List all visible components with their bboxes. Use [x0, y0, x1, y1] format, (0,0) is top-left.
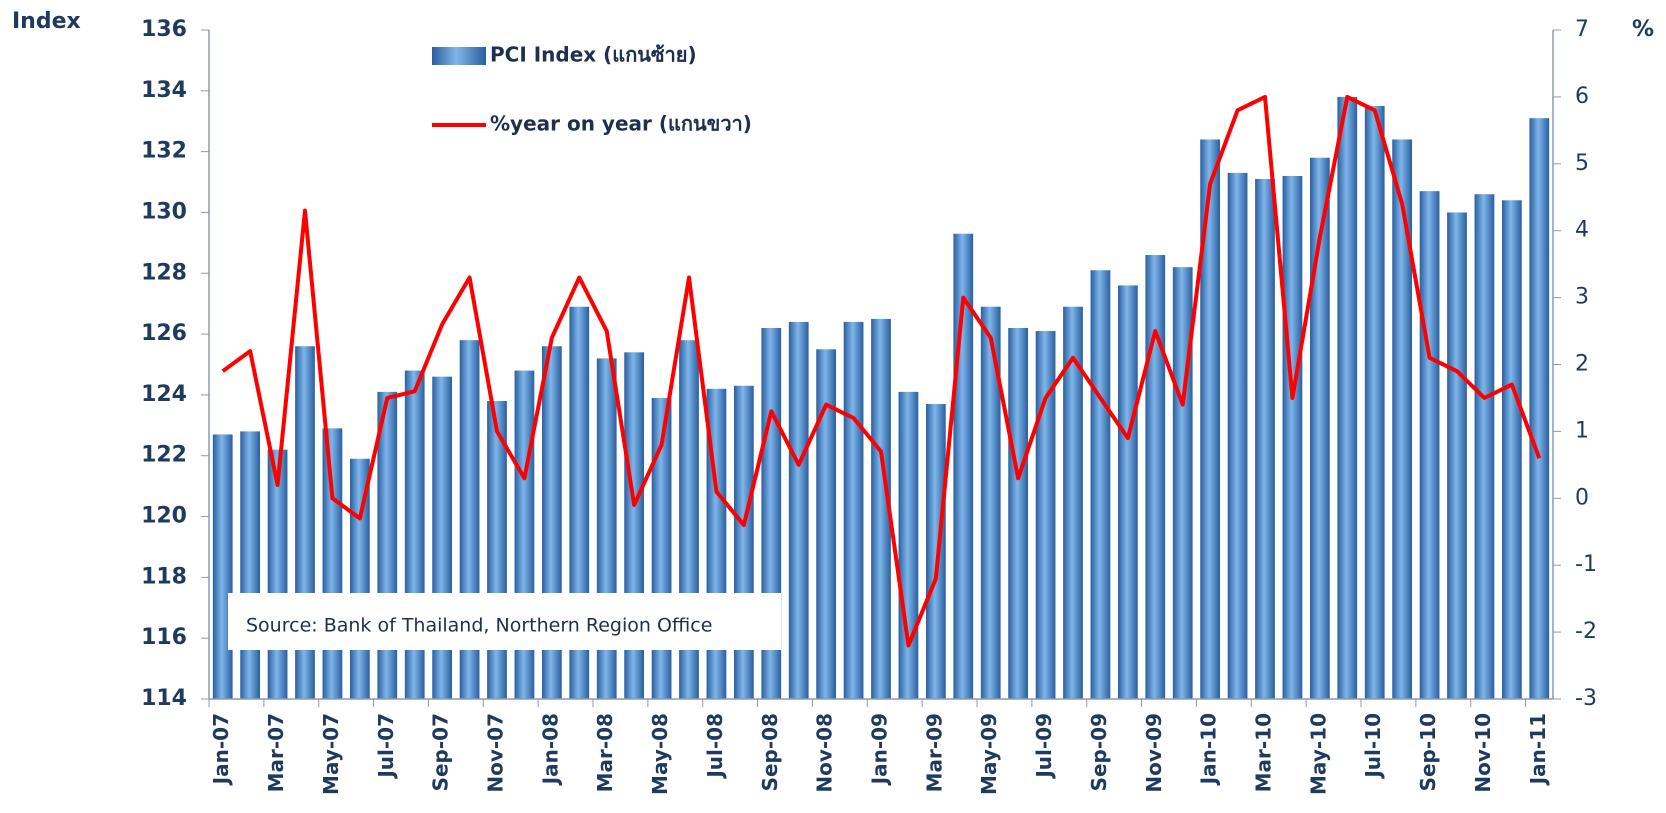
bar: [1309, 157, 1330, 699]
bar: [1282, 175, 1303, 700]
bar: [1474, 194, 1495, 699]
x-tick-label: Sep-09: [1087, 713, 1111, 791]
y2-tick-label: -3: [1575, 686, 1597, 711]
bar: [377, 391, 398, 699]
x-tick-label: Jan-09: [868, 713, 892, 786]
bar: [1255, 179, 1275, 700]
bar: [432, 376, 453, 699]
bar: [212, 434, 233, 699]
y-tick-label: 126: [141, 321, 187, 346]
x-tick-label: Jan-08: [538, 713, 562, 786]
x-tick-label: May-10: [1306, 713, 1330, 795]
bar: [1090, 270, 1111, 699]
y2-tick-label: 7: [1575, 17, 1589, 42]
bar: [816, 349, 837, 699]
y-axis-label: Index: [12, 9, 81, 34]
bar: [240, 431, 261, 699]
y2-tick-label: 6: [1575, 84, 1589, 109]
bar: [733, 385, 754, 699]
bar: [1008, 328, 1029, 699]
bar: [1227, 172, 1248, 699]
bar: [980, 306, 1001, 699]
bar: [871, 318, 891, 699]
bar: [1392, 139, 1413, 700]
y-tick-label: 134: [141, 78, 187, 103]
y-tick-label: 120: [141, 504, 187, 529]
x-tick-label: Jan-10: [1197, 713, 1221, 786]
x-tick-label: Nov-10: [1471, 713, 1495, 793]
y-tick-label: 128: [141, 260, 187, 285]
x-tick-label: Mar-10: [1252, 713, 1276, 792]
bar: [1529, 118, 1550, 700]
bar: [788, 321, 809, 699]
x-tick-label: Nov-07: [484, 713, 508, 793]
x-tick-label: Nov-09: [1142, 713, 1166, 793]
bar: [1501, 200, 1522, 700]
x-tick-label: Mar-08: [593, 713, 617, 792]
x-tick-label: Jul-10: [1361, 713, 1385, 780]
y-tick-label: 124: [141, 382, 187, 407]
x-tick-label: Jan-11: [1526, 713, 1550, 786]
x-tick-label: May-09: [977, 713, 1001, 795]
y-tick-label: 122: [141, 443, 187, 468]
line: [221, 94, 1542, 648]
bar: [1063, 306, 1083, 699]
x-tick-label: Mar-09: [922, 713, 946, 792]
x-tick-label: May-07: [319, 713, 343, 795]
y2-tick-label: 1: [1575, 418, 1589, 443]
bar: [925, 404, 946, 699]
x-tick-label: Sep-07: [429, 713, 453, 791]
x-tick-label: Sep-10: [1416, 713, 1440, 791]
annotation-box: [228, 593, 781, 650]
bar: [1337, 96, 1358, 699]
y2-tick-label: -1: [1575, 552, 1597, 577]
bar: [1035, 331, 1056, 699]
bar: [1117, 285, 1138, 699]
y-tick-label: 136: [141, 17, 187, 42]
y2-tick-label: 0: [1575, 485, 1589, 510]
bar: [1172, 267, 1193, 699]
bar: [1419, 191, 1440, 699]
x-tick-label: Jan-07: [209, 713, 233, 786]
bar: [267, 449, 288, 699]
y-tick-label: 114: [141, 686, 187, 711]
bar: [1447, 212, 1467, 700]
x-tick-label: Jul-08: [703, 713, 727, 780]
bar: [1145, 255, 1166, 699]
y2-axis-label: %: [1632, 17, 1654, 42]
x-tick-label: Jul-09: [1032, 713, 1056, 780]
y2-tick-label: -2: [1575, 619, 1597, 644]
bar: [898, 391, 919, 699]
x-tick-label: Mar-07: [264, 713, 288, 792]
legend-label: %year on year (แกนขวา): [490, 112, 752, 136]
y-tick-label: 132: [141, 139, 187, 164]
bar: [1200, 139, 1221, 700]
legend-label: PCI Index (แกนซ้าย): [490, 43, 697, 67]
x-tick-label: Sep-08: [758, 713, 782, 791]
x-tick-label: Jul-07: [374, 713, 398, 780]
y-tick-label: 130: [141, 199, 187, 224]
x-tick-label: May-08: [648, 713, 672, 795]
bar: [1364, 106, 1385, 700]
y-tick-label: 116: [141, 625, 187, 650]
y2-tick-label: 2: [1575, 352, 1589, 377]
bar: [843, 321, 864, 699]
legend-swatch: [432, 47, 486, 65]
bar: [322, 428, 343, 699]
y2-tick-label: 5: [1575, 151, 1589, 176]
x-tick-label: Nov-08: [813, 713, 837, 793]
y-tick-label: 118: [141, 564, 187, 589]
annotation: Source: Bank of Thailand, Northern Regio…: [246, 615, 712, 637]
y2-tick-label: 4: [1575, 218, 1589, 243]
y2-tick-label: 3: [1575, 285, 1589, 310]
